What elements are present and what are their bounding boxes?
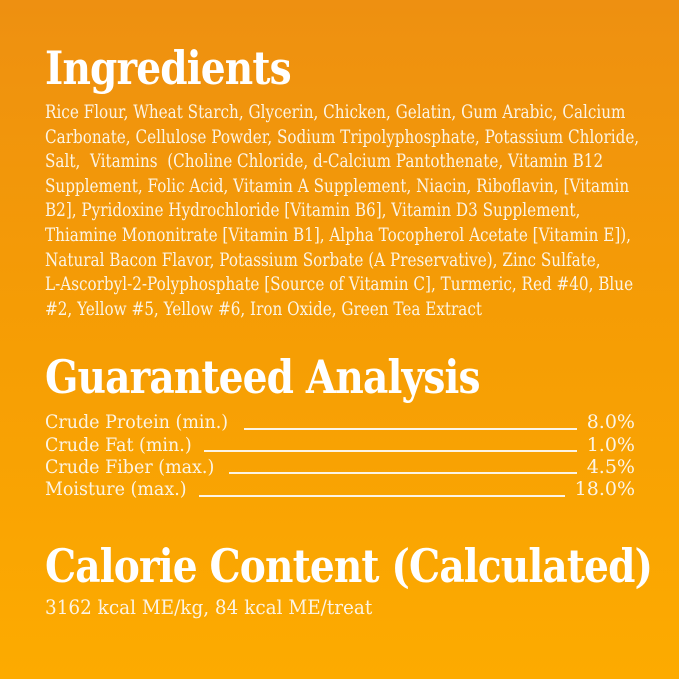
calorie-content-value: 3162 kcal ME/kg, 84 kcal ME/treat — [45, 594, 373, 619]
ingredients-line: Salt, Vitamins (Choline Chloride, d-Calc… — [45, 150, 604, 173]
analysis-row-label: Crude Fiber (max.) — [45, 455, 215, 478]
analysis-row: Crude Fat (min.) 1.0% — [45, 434, 635, 456]
guaranteed-analysis-section: Guaranteed Analysis Crude Protein (min.)… — [45, 352, 635, 500]
ingredients-line: Rice Flour, Wheat Starch, Glycerin, Chic… — [45, 101, 626, 123]
calorie-content-section: Calorie Content (Calculated) 3162 kcal M… — [45, 538, 653, 619]
ingredients-line: #2, Yellow #5, Yellow #6, Iron Oxide, Gr… — [45, 297, 482, 320]
analysis-row-label: Moisture (max.) — [45, 478, 187, 501]
analysis-row: Moisture (max.) 18.0% — [45, 478, 635, 500]
ingredients-line: Natural Bacon Flavor, Potassium Sorbate … — [45, 248, 601, 271]
leader-line — [229, 472, 577, 475]
ingredients-line: Supplement, Folic Acid, Vitamin A Supple… — [45, 174, 630, 197]
analysis-row-value: 1.0% — [586, 433, 635, 456]
leader-line — [244, 427, 577, 430]
analysis-row-value: 18.0% — [574, 478, 635, 501]
analysis-row-value: 8.0% — [586, 411, 635, 434]
ingredients-line: L-Ascorbyl-2-Polyphosphate [Source of Vi… — [45, 273, 634, 296]
ingredients-section: Ingredients Rice Flour, Wheat Starch, Gl… — [45, 41, 640, 321]
analysis-row-label: Crude Fat (min.) — [45, 433, 192, 456]
ingredients-line: Carbonate, Cellulose Powder, Sodium Trip… — [45, 125, 640, 148]
analysis-row-label: Crude Protein (min.) — [45, 411, 229, 434]
ingredients-line: Thiamine Mononitrate [Vitamin B1], Alpha… — [45, 223, 632, 246]
guaranteed-analysis-heading: Guaranteed Analysis — [45, 350, 481, 405]
analysis-row-value: 4.5% — [586, 455, 635, 478]
ingredients-heading: Ingredients — [45, 41, 292, 95]
analysis-row: Crude Protein (min.) 8.0% — [45, 411, 635, 433]
analysis-row: Crude Fiber (max.) 4.5% — [45, 456, 635, 478]
calorie-content-heading: Calorie Content (Calculated) — [45, 538, 653, 593]
ingredients-line: B2], Pyridoxine Hydrochloride [Vitamin B… — [45, 199, 581, 222]
ingredients-paragraph: Rice Flour, Wheat Starch, Glycerin, Chic… — [45, 100, 640, 321]
leader-line — [198, 494, 565, 497]
leader-line — [204, 449, 577, 452]
guaranteed-analysis-table: Crude Protein (min.) 8.0% Crude Fat (min… — [45, 411, 635, 500]
